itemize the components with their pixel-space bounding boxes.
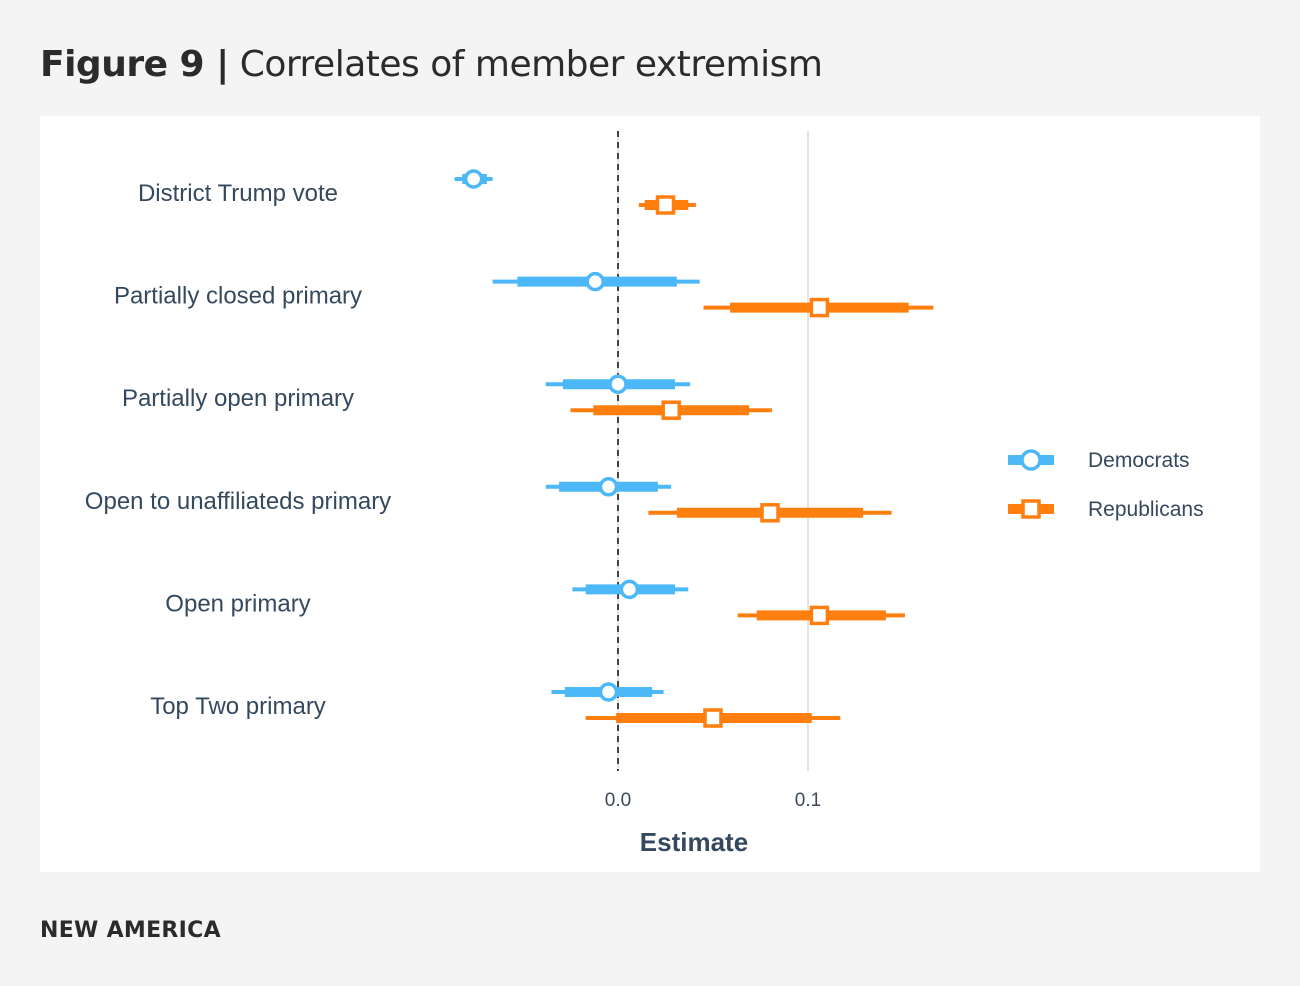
forest-plot: 0.0 0.1 Estimate District Trump vote Partial… [85,131,1204,857]
chart-panel: 0.0 0.1 Estimate District Trump vote Partial… [40,116,1260,872]
category-label: Top Two primary [150,693,326,720]
point-estimate-square [655,195,676,215]
point-estimate-square [809,605,830,626]
x-axis-label: Estimate [640,827,748,857]
legend-square-icon [1021,499,1041,519]
x-tick-label: 0.1 [795,790,821,811]
legend-item-democrats: Democrats [1008,449,1190,472]
estimate-republicans [585,708,841,728]
legend-label: Democrats [1088,449,1190,472]
estimate-democrats [492,271,700,292]
point-estimate-circle [619,579,640,600]
point-estimate-square [661,400,681,420]
point-estimate-circle [608,374,628,394]
legend-item-republicans: Republicans [1008,498,1204,521]
legend-circle-icon [1020,449,1042,471]
point-estimate-circle [598,682,619,702]
figure-label: Figure 9 | [40,44,229,85]
estimate-democrats [551,682,664,702]
category-label: Open primary [165,590,310,617]
estimate-republicans [703,297,934,318]
estimate-republicans [648,503,892,523]
category-label: Partially closed primary [114,283,362,310]
category-label: Open to unaffiliateds primary [85,488,391,515]
title-text: Correlates of member extremism [239,44,823,85]
figure-title: Figure 9 | Correlates of member extremis… [40,44,823,85]
category-label: District Trump vote [138,180,338,207]
point-estimate-circle [463,169,484,189]
brand-footer: NEW AMERICA [40,918,221,943]
point-estimate-square [809,297,830,318]
estimate-democrats [454,169,493,189]
x-tick-label: 0.0 [605,790,631,811]
category-label: Partially open primary [122,385,354,412]
point-estimate-circle [598,477,619,497]
point-estimate-square [703,708,723,728]
point-estimate-circle [585,271,605,292]
point-estimate-square [760,503,780,523]
estimate-republicans [570,400,772,420]
estimate-republicans [737,605,905,626]
estimate-republicans [638,195,696,215]
estimate-democrats [545,374,691,394]
estimate-democrats [545,477,672,497]
legend-label: Republicans [1088,498,1204,521]
estimate-democrats [572,579,689,600]
